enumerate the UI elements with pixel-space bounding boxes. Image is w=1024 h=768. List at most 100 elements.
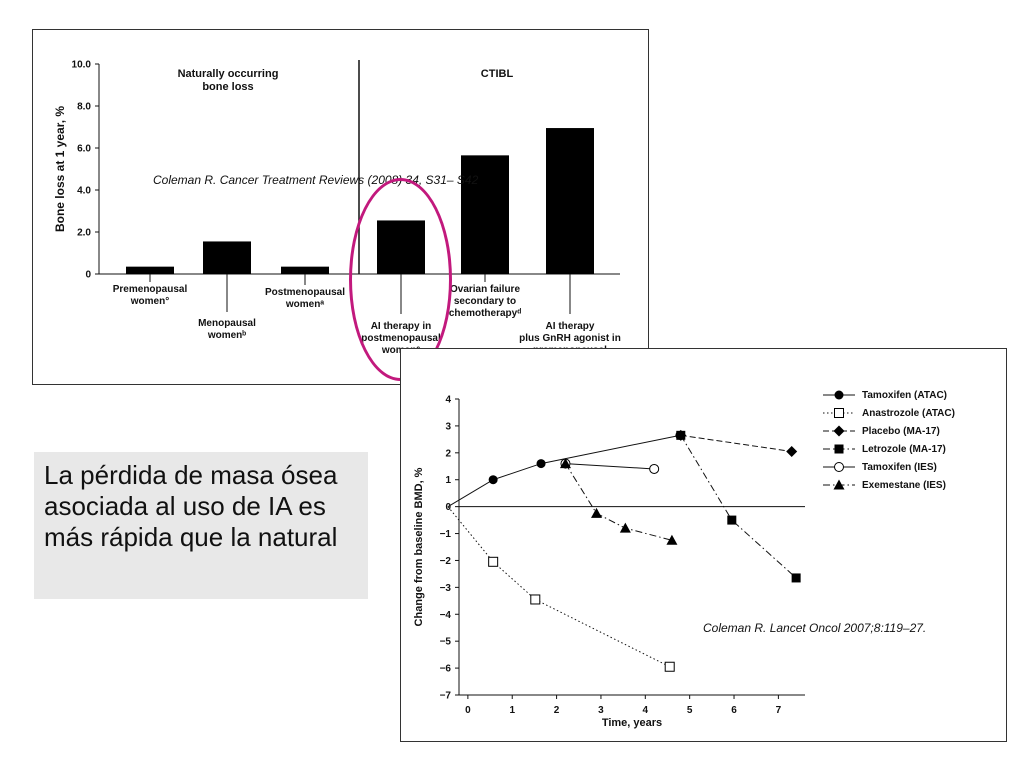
bar-chart-citation: Coleman R. Cancer Treatment Reviews (200… bbox=[153, 173, 479, 187]
x-tick-label: 3 bbox=[598, 705, 604, 716]
category-label: Postmenopausal bbox=[265, 287, 345, 298]
x-tick-label: 2 bbox=[554, 705, 560, 716]
y-tick-label: 2 bbox=[445, 448, 451, 459]
bar bbox=[203, 241, 251, 274]
x-axis-label: Time, years bbox=[602, 717, 662, 729]
legend-marker bbox=[834, 390, 844, 400]
category-label: Menopausal bbox=[198, 318, 256, 329]
legend-marker bbox=[834, 462, 844, 472]
data-point bbox=[619, 522, 631, 533]
y-axis-label: Change from baseline BMD, % bbox=[413, 467, 425, 626]
y-tick-label: −4 bbox=[440, 610, 452, 621]
bar bbox=[281, 266, 329, 274]
y-tick-label: 2.0 bbox=[77, 228, 91, 239]
category-label: plus GnRH agonist in bbox=[519, 333, 621, 344]
legend-label: Exemestane (IES) bbox=[862, 479, 946, 491]
legend-swatch bbox=[823, 479, 855, 490]
category-label: AI therapy bbox=[546, 321, 595, 332]
x-tick-label: 6 bbox=[731, 705, 737, 716]
data-point bbox=[591, 507, 603, 518]
legend-item: Tamoxifen (ATAC) bbox=[822, 386, 1002, 404]
y-tick-label: 6.0 bbox=[77, 144, 91, 155]
y-tick-label: 10.0 bbox=[72, 60, 92, 71]
series-line bbox=[680, 435, 797, 579]
y-tick-label: −2 bbox=[440, 556, 452, 567]
y-tick-label: 4.0 bbox=[77, 186, 91, 197]
legend-swatch bbox=[823, 408, 855, 418]
bar-chart: 10.0 8.0 6.0 4.0 2.0 0 Bone loss at 1 year, % N… bbox=[53, 60, 621, 369]
legend-item: Anastrozole (ATAC) bbox=[822, 404, 1002, 422]
legend-marker bbox=[833, 479, 845, 490]
data-point bbox=[786, 445, 798, 457]
data-point bbox=[530, 594, 541, 605]
category-label: Premenopausal bbox=[113, 284, 188, 295]
x-tick-label: 4 bbox=[643, 705, 649, 716]
line-chart-panel: 4 3 2 1 0 −1 −2 −3 −4 −5 −6 −7 0 1 2 3 4 5 6 7 Time, years Ch… bbox=[400, 348, 1007, 742]
x-tick-label: 1 bbox=[509, 705, 515, 716]
series-line bbox=[565, 463, 655, 470]
category-label: chemotherapyᵈ bbox=[449, 308, 521, 319]
data-point bbox=[536, 459, 546, 469]
slide-caption: La pérdida de masa ósea asociada al uso … bbox=[34, 452, 368, 599]
data-point bbox=[488, 556, 499, 567]
legend-label: Anastrozole (ATAC) bbox=[862, 407, 955, 419]
legend-label: Placebo (MA-17) bbox=[862, 425, 940, 437]
x-tick-label: 0 bbox=[465, 705, 471, 716]
category-label: womenᵃ bbox=[285, 299, 324, 310]
group-label: Naturally occurring bbox=[178, 68, 279, 80]
data-point bbox=[559, 458, 571, 469]
legend-marker bbox=[834, 408, 844, 418]
legend-item: Letrozole (MA-17) bbox=[822, 440, 1002, 458]
data-point bbox=[488, 475, 498, 485]
bar bbox=[377, 220, 425, 274]
legend-marker bbox=[834, 444, 844, 454]
bar bbox=[126, 266, 174, 274]
legend-swatch bbox=[823, 444, 855, 454]
legend-label: Tamoxifen (ATAC) bbox=[862, 389, 947, 401]
group-label: bone loss bbox=[202, 81, 253, 93]
category-label: AI therapy in bbox=[371, 321, 432, 332]
group-label: CTIBL bbox=[481, 68, 514, 80]
series-line bbox=[447, 434, 681, 508]
bar-chart-panel: 10.0 8.0 6.0 4.0 2.0 0 Bone loss at 1 year, % N… bbox=[32, 29, 649, 385]
category-label: womenᵇ bbox=[207, 330, 246, 341]
legend-label: Tamoxifen (IES) bbox=[862, 461, 937, 473]
y-tick-label: −1 bbox=[440, 529, 452, 540]
line-chart-citation: Coleman R. Lancet Oncol 2007;8:119–27. bbox=[703, 621, 927, 635]
series-line bbox=[680, 434, 792, 452]
data-point bbox=[676, 430, 686, 440]
bar bbox=[546, 128, 594, 274]
y-axis-label: Bone loss at 1 year, % bbox=[53, 106, 67, 232]
x-tick-label: 5 bbox=[687, 705, 693, 716]
category-label: Ovarian failure bbox=[450, 284, 520, 295]
legend-item: Tamoxifen (IES) bbox=[822, 458, 1002, 476]
legend-swatch bbox=[823, 390, 855, 400]
category-label: postmenopausal bbox=[361, 333, 441, 344]
data-point bbox=[666, 534, 678, 545]
data-point bbox=[727, 515, 737, 525]
legend-marker bbox=[833, 425, 845, 437]
category-label: women° bbox=[130, 296, 169, 307]
data-point bbox=[664, 661, 675, 672]
y-tick-label: 0 bbox=[85, 270, 91, 281]
line-chart-legend: Tamoxifen (ATAC) Anastrozole (ATAC) Placeb… bbox=[822, 386, 1002, 494]
data-point bbox=[791, 573, 801, 583]
bar bbox=[461, 155, 509, 274]
x-tick-label: 7 bbox=[776, 705, 782, 716]
y-tick-label: −5 bbox=[440, 637, 452, 648]
legend-swatch bbox=[823, 425, 855, 437]
y-tick-label: 8.0 bbox=[77, 102, 91, 113]
data-point bbox=[649, 463, 660, 474]
legend-label: Letrozole (MA-17) bbox=[862, 443, 946, 455]
y-tick-label: 3 bbox=[445, 421, 451, 432]
y-tick-label: 4 bbox=[445, 395, 451, 406]
category-label: secondary to bbox=[454, 296, 516, 307]
y-tick-label: 1 bbox=[445, 475, 451, 486]
y-tick-label: −3 bbox=[440, 583, 452, 594]
legend-item: Placebo (MA-17) bbox=[822, 422, 1002, 440]
legend-item: Exemestane (IES) bbox=[822, 476, 1002, 494]
y-tick-label: −7 bbox=[440, 691, 452, 702]
legend-swatch bbox=[823, 462, 855, 472]
y-tick-label: −6 bbox=[440, 664, 452, 675]
